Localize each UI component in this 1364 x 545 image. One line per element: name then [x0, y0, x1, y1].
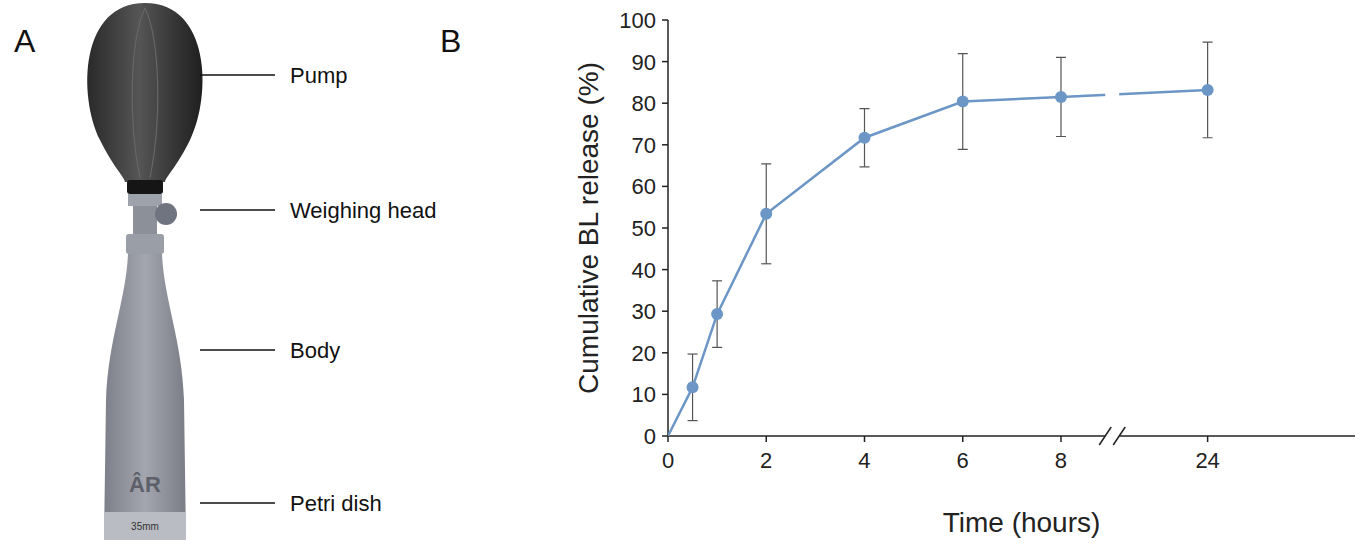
weighing-head — [155, 203, 177, 225]
error-cap — [859, 108, 869, 109]
pump-neck — [127, 180, 163, 194]
x-tick-label: 0 — [662, 448, 674, 473]
panel-letter: B — [440, 23, 461, 59]
y-axis-title: Cumulative BL release (%) — [573, 62, 604, 394]
leader-line — [200, 502, 275, 504]
error-cap — [712, 347, 722, 348]
y-tick-label: 100 — [619, 8, 656, 33]
x-tick — [962, 436, 964, 442]
x-tick-label: 6 — [957, 448, 969, 473]
x-tick — [1060, 436, 1062, 442]
data-point — [957, 96, 969, 108]
error-cap — [1056, 57, 1066, 58]
y-tick-label: 40 — [632, 258, 656, 283]
y-tick — [662, 102, 668, 104]
connector — [133, 206, 157, 236]
part-label: Body — [290, 338, 340, 363]
device-drawing: ÂR 35mm Pump Weighing head Body Petri dish — [87, 3, 436, 540]
y-tick-label: 0 — [644, 424, 656, 449]
error-cap — [712, 280, 722, 281]
error-cap — [688, 353, 698, 354]
y-tick-label: 30 — [632, 299, 656, 324]
data-point — [1202, 84, 1214, 96]
x-axis — [1119, 435, 1355, 437]
data-point — [711, 308, 723, 320]
y-tick-label: 70 — [632, 133, 656, 158]
panel-letter: A — [14, 23, 36, 59]
x-tick-label: 8 — [1055, 448, 1067, 473]
y-tick-label: 50 — [632, 216, 656, 241]
y-tick — [662, 144, 668, 146]
x-tick-label: 4 — [858, 448, 870, 473]
axis-break — [1113, 427, 1125, 445]
y-tick-label: 20 — [632, 341, 656, 366]
x-tick-label: 24 — [1195, 448, 1219, 473]
y-tick — [662, 310, 668, 312]
axes: 01020304050607080901000246824Time (hours… — [573, 8, 1355, 538]
x-tick — [765, 436, 767, 442]
y-tick-label: 60 — [632, 174, 656, 199]
y-tick — [662, 227, 668, 229]
error-cap — [688, 420, 698, 421]
y-tick-label: 90 — [632, 50, 656, 75]
x-tick — [1207, 436, 1209, 442]
device-body — [104, 254, 186, 540]
petri-dish — [104, 512, 186, 540]
y-tick-label: 80 — [632, 91, 656, 116]
x-axis-title: Time (hours) — [943, 507, 1101, 538]
y-tick — [662, 19, 668, 21]
figure: A B ÂR 35mm Pump Weighing head Body Petri dish 0… — [0, 0, 1364, 545]
plot-data — [668, 42, 1214, 436]
pump-bulb — [87, 3, 202, 182]
y-tick-label: 10 — [632, 382, 656, 407]
error-cap — [761, 263, 771, 264]
y-tick — [662, 352, 668, 354]
data-point — [858, 132, 870, 144]
x-tick — [864, 436, 866, 442]
y-tick — [662, 269, 668, 271]
y-tick — [662, 61, 668, 63]
error-cap — [1056, 136, 1066, 137]
data-point — [1055, 91, 1067, 103]
leader-line — [200, 349, 275, 351]
error-cap — [1203, 41, 1213, 42]
x-tick — [667, 436, 669, 442]
error-cap — [958, 53, 968, 54]
leader-line — [200, 209, 275, 211]
data-point — [687, 381, 699, 393]
error-cap — [1203, 137, 1213, 138]
y-tick — [662, 435, 668, 437]
y-tick — [662, 394, 668, 396]
part-label: Pump — [290, 63, 347, 88]
part-label: Petri dish — [290, 491, 382, 516]
device-logo: ÂR — [129, 472, 161, 497]
dish-text: 35mm — [131, 521, 159, 532]
connector — [128, 194, 162, 206]
x-axis — [668, 435, 1105, 437]
error-cap — [859, 166, 869, 167]
pump-seam — [132, 8, 158, 178]
connector — [126, 234, 164, 254]
x-tick-label: 2 — [760, 448, 772, 473]
data-point — [760, 208, 772, 220]
error-cap — [958, 149, 968, 150]
leader-line — [200, 74, 275, 76]
error-cap — [761, 163, 771, 164]
data-line — [668, 90, 1208, 436]
axis-break — [1099, 427, 1111, 445]
y-tick — [662, 186, 668, 188]
part-label: Weighing head — [290, 198, 436, 223]
